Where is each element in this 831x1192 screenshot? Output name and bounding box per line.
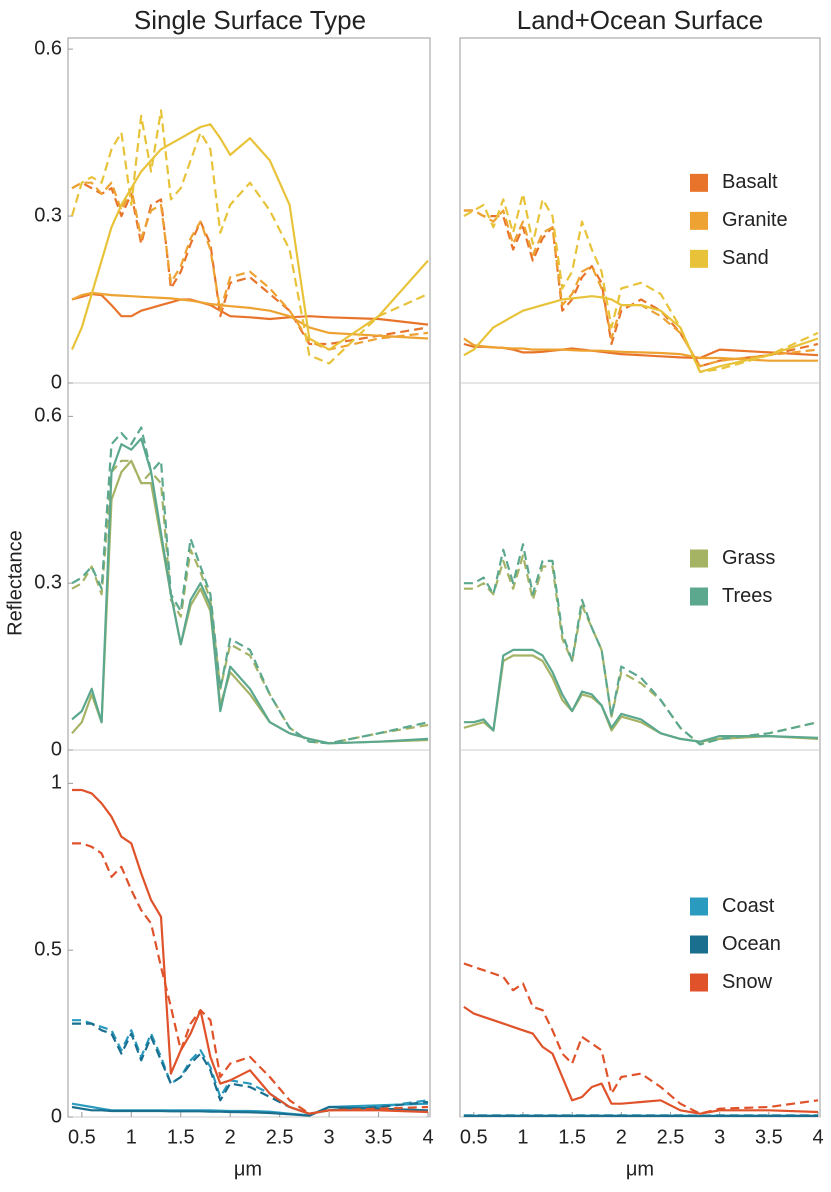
dashed-line <box>71 426 429 745</box>
y-tick-label: 0 <box>51 1105 62 1127</box>
solid-line <box>72 788 429 1115</box>
y-axis-label: Reflectance <box>4 530 26 636</box>
solid-line <box>71 459 429 745</box>
legend-label: Snow <box>722 971 773 993</box>
x-tick-label: 2 <box>616 1126 627 1148</box>
legend-swatch <box>690 211 708 230</box>
x-tick-label: 3.5 <box>755 1126 783 1148</box>
dashed-line <box>70 109 429 365</box>
dashed-line <box>71 459 429 745</box>
solid-line <box>71 1105 429 1117</box>
legend-swatch <box>690 249 708 268</box>
dashed-line <box>72 842 429 1115</box>
x-axis-label: μm <box>626 1158 654 1180</box>
dashed-line <box>463 554 819 746</box>
dashed-line <box>463 209 819 368</box>
dashed-line <box>463 192 819 373</box>
y-tick-label: 1 <box>51 772 62 794</box>
legend-label: Trees <box>722 585 772 607</box>
y-tick-label: 0.3 <box>34 204 62 226</box>
dashed-line <box>463 962 819 1115</box>
x-tick-label: 4 <box>422 1126 433 1148</box>
column-title: Land+Ocean Surface <box>517 5 763 35</box>
solid-line <box>71 437 429 745</box>
legend-label: Granite <box>722 209 788 231</box>
solid-line <box>463 1005 819 1115</box>
x-tick-label: 3 <box>324 1126 335 1148</box>
legend-swatch <box>690 973 708 992</box>
panel-frame <box>67 37 431 1118</box>
legend-swatch <box>690 173 708 192</box>
x-tick-label: 0.5 <box>460 1126 488 1148</box>
legend-swatch <box>690 549 708 568</box>
x-tick-label: 0.5 <box>68 1126 96 1148</box>
y-tick-label: 0 <box>51 371 62 393</box>
legend-label: Grass <box>722 547 775 569</box>
legend-label: Coast <box>722 895 775 917</box>
legend-swatch <box>690 897 708 916</box>
legend-swatch <box>690 935 708 954</box>
dashed-line <box>72 1019 429 1115</box>
dashed-line <box>72 1022 429 1115</box>
solid-line <box>71 291 429 340</box>
y-tick-label: 0.5 <box>34 938 62 960</box>
y-tick-label: 0.3 <box>34 571 62 593</box>
column-title: Single Surface Type <box>134 5 366 35</box>
legend-swatch <box>690 587 708 606</box>
legend-label: Sand <box>722 247 769 269</box>
y-tick-label: 0 <box>51 738 62 760</box>
legend-label: Basalt <box>722 171 778 193</box>
dashed-line <box>463 543 819 746</box>
solid-line <box>463 337 818 362</box>
x-axis-label: μm <box>234 1158 262 1180</box>
x-tick-label: 3 <box>714 1126 725 1148</box>
legend-label: Ocean <box>722 933 781 955</box>
x-tick-label: 1.5 <box>558 1126 586 1148</box>
solid-line <box>463 648 819 743</box>
dashed-line <box>71 181 429 351</box>
x-tick-label: 1 <box>126 1126 137 1148</box>
x-tick-label: 2 <box>225 1126 236 1148</box>
x-tick-label: 4 <box>812 1126 823 1148</box>
x-tick-label: 1.5 <box>167 1126 195 1148</box>
y-tick-label: 0.6 <box>34 37 62 59</box>
x-tick-label: 2.5 <box>657 1126 685 1148</box>
x-tick-label: 3.5 <box>365 1126 393 1148</box>
solid-line <box>70 123 429 351</box>
y-tick-label: 0.6 <box>34 405 62 427</box>
x-tick-label: 1 <box>517 1126 528 1148</box>
x-tick-label: 2.5 <box>266 1126 294 1148</box>
solid-line <box>463 654 819 743</box>
